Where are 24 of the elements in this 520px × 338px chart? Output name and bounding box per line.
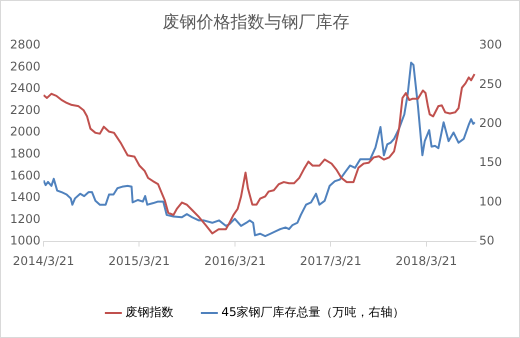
y-tick-label: 1600 [10,168,41,182]
x-tick-label: 2016/3/21 [204,254,266,268]
legend-label: 废钢指数 [125,305,174,320]
y-tick-label: 1400 [10,190,41,204]
y2-tick-label: 250 [479,76,502,91]
y2-tick-label: 200 [479,116,502,130]
x-tick-label: 2017/3/21 [300,254,362,268]
y-tick-label: 2000 [10,124,41,139]
y2-tick-label: 50 [479,234,494,248]
y-tick-label: 2800 [10,38,41,52]
y-tick-label: 2400 [10,81,41,96]
y2-tick-label: 100 [479,194,502,208]
y2-tick-label: 300 [479,38,502,52]
y-tick-label: 1200 [10,212,41,226]
y-tick-label: 2600 [10,59,41,74]
y-tick-label: 1800 [10,146,41,161]
y2-tick-label: 150 [479,155,502,170]
x-tick-label: 2014/3/21 [12,254,74,268]
y-tick-label: 1000 [10,234,41,248]
x-tick-label: 2018/3/21 [396,254,458,268]
chart-title: 废钢价格指数与钢厂库存 [162,12,350,33]
x-tick-label: 2015/3/21 [108,254,170,268]
legend-label: 45家钢厂库存总量（万吨，右轴） [221,305,405,320]
y-tick-label: 2200 [10,102,41,117]
